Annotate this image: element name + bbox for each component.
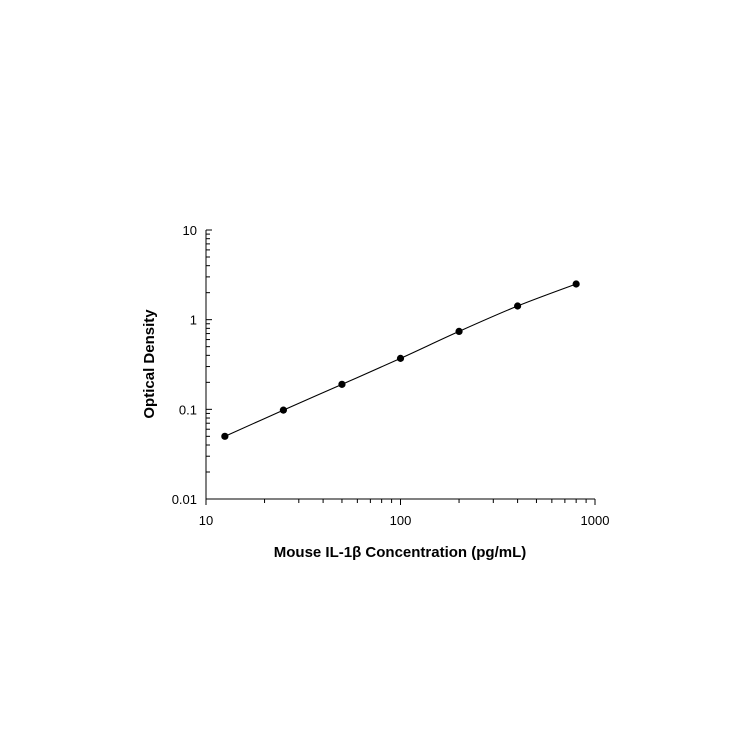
tick-marks [205, 229, 596, 505]
x-axis-title: Mouse IL-1β Concentration (pg/mL) [274, 544, 526, 561]
y-tick-label: 10 [183, 223, 197, 238]
data-point [572, 280, 580, 288]
data-point [514, 302, 522, 310]
y-tick-label: 1 [190, 313, 197, 328]
y-axis-title: Optical Density [141, 309, 158, 419]
data-point [338, 380, 346, 388]
data-points [221, 280, 580, 440]
tick-labels: 10 100 1000 0.01 0.1 1 10 [172, 223, 610, 528]
data-point [279, 406, 287, 414]
x-tick-label: 1000 [581, 513, 610, 528]
x-tick-label: 10 [199, 513, 213, 528]
y-tick-label: 0.1 [179, 402, 197, 417]
data-point [455, 327, 463, 335]
x-tick-label: 100 [390, 513, 412, 528]
data-point [221, 432, 229, 440]
data-point [396, 354, 405, 362]
y-tick-label: 0.01 [172, 492, 197, 507]
axes [205, 230, 595, 500]
